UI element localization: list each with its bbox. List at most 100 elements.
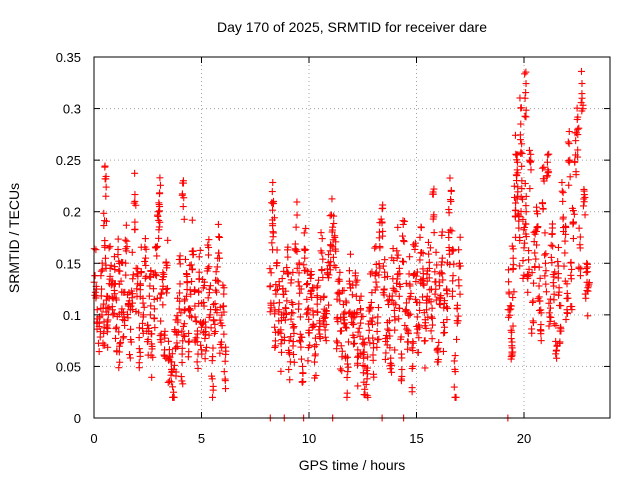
data-point (285, 348, 293, 356)
data-point (428, 314, 436, 322)
data-point (409, 362, 417, 370)
data-point (334, 339, 342, 347)
data-point (187, 290, 195, 298)
data-point (139, 329, 147, 337)
data-point (294, 305, 302, 313)
data-point (557, 302, 565, 310)
data-point (553, 354, 561, 362)
data-point (289, 342, 297, 350)
data-point (207, 324, 215, 332)
data-point (153, 242, 161, 250)
data-point (296, 289, 304, 297)
data-point (402, 299, 410, 307)
data-point (516, 94, 524, 102)
data-point (562, 222, 570, 230)
data-point (91, 272, 99, 280)
data-point (519, 215, 527, 223)
data-point (106, 272, 114, 280)
data-point (388, 296, 396, 304)
data-point (147, 330, 155, 338)
data-point (512, 233, 520, 241)
data-point (450, 357, 458, 365)
data-point (176, 260, 184, 268)
data-point (269, 200, 277, 208)
data-point (508, 328, 516, 336)
data-point (515, 213, 523, 221)
data-point (319, 274, 327, 282)
data-point (391, 346, 399, 354)
data-point (372, 278, 380, 286)
data-point (318, 235, 326, 243)
data-point (270, 214, 278, 222)
data-point (133, 270, 141, 278)
data-point (289, 324, 297, 332)
data-point (330, 220, 338, 228)
data-point (577, 99, 585, 107)
data-point (157, 338, 165, 346)
data-point (97, 292, 105, 300)
data-point (576, 244, 584, 252)
x-tick-label: 10 (302, 431, 316, 446)
data-point (371, 272, 379, 280)
data-point (215, 233, 223, 241)
data-point (153, 243, 161, 251)
data-point (285, 366, 293, 374)
data-point (156, 294, 164, 302)
data-point (374, 313, 382, 321)
data-point (539, 205, 547, 213)
data-point (268, 239, 276, 247)
data-point (290, 323, 298, 331)
data-point (399, 220, 407, 228)
data-point (205, 289, 213, 297)
data-point (378, 219, 386, 227)
data-point (142, 254, 150, 262)
data-point (400, 258, 408, 266)
data-point (222, 350, 230, 358)
data-point (398, 354, 406, 362)
data-point (455, 282, 463, 290)
data-point (269, 228, 277, 236)
data-point (391, 326, 399, 334)
data-point (168, 350, 176, 358)
data-point (513, 172, 521, 180)
data-point (386, 365, 394, 373)
data-point (316, 323, 324, 331)
data-point (359, 362, 367, 370)
data-point (197, 341, 205, 349)
data-point (415, 334, 423, 342)
data-point (184, 338, 192, 346)
data-point (529, 297, 537, 305)
data-point (184, 353, 192, 361)
data-point (525, 146, 533, 154)
data-point (418, 276, 426, 284)
data-point (401, 321, 409, 329)
data-point (521, 180, 529, 188)
data-point (369, 334, 377, 342)
data-point (533, 227, 541, 235)
data-point (336, 297, 344, 305)
data-point (100, 222, 108, 230)
data-point (562, 316, 570, 324)
data-point (296, 338, 304, 346)
data-point (271, 306, 279, 314)
data-point (302, 224, 310, 232)
data-point (117, 339, 125, 347)
data-point (287, 279, 295, 287)
data-point (520, 271, 528, 279)
data-point (370, 373, 378, 381)
data-point (201, 355, 209, 363)
data-point (160, 270, 168, 278)
data-point (122, 259, 130, 267)
data-point (545, 150, 553, 158)
data-point (435, 300, 443, 308)
data-point (216, 303, 224, 311)
data-point (376, 264, 384, 272)
data-point (529, 319, 537, 327)
data-point (176, 289, 184, 297)
data-point (548, 230, 556, 238)
data-point (173, 312, 181, 320)
data-point (384, 325, 392, 333)
data-point (554, 258, 562, 266)
chart-title: Day 170 of 2025, SRMTID for receiver dar… (217, 19, 487, 35)
data-point (304, 306, 312, 314)
